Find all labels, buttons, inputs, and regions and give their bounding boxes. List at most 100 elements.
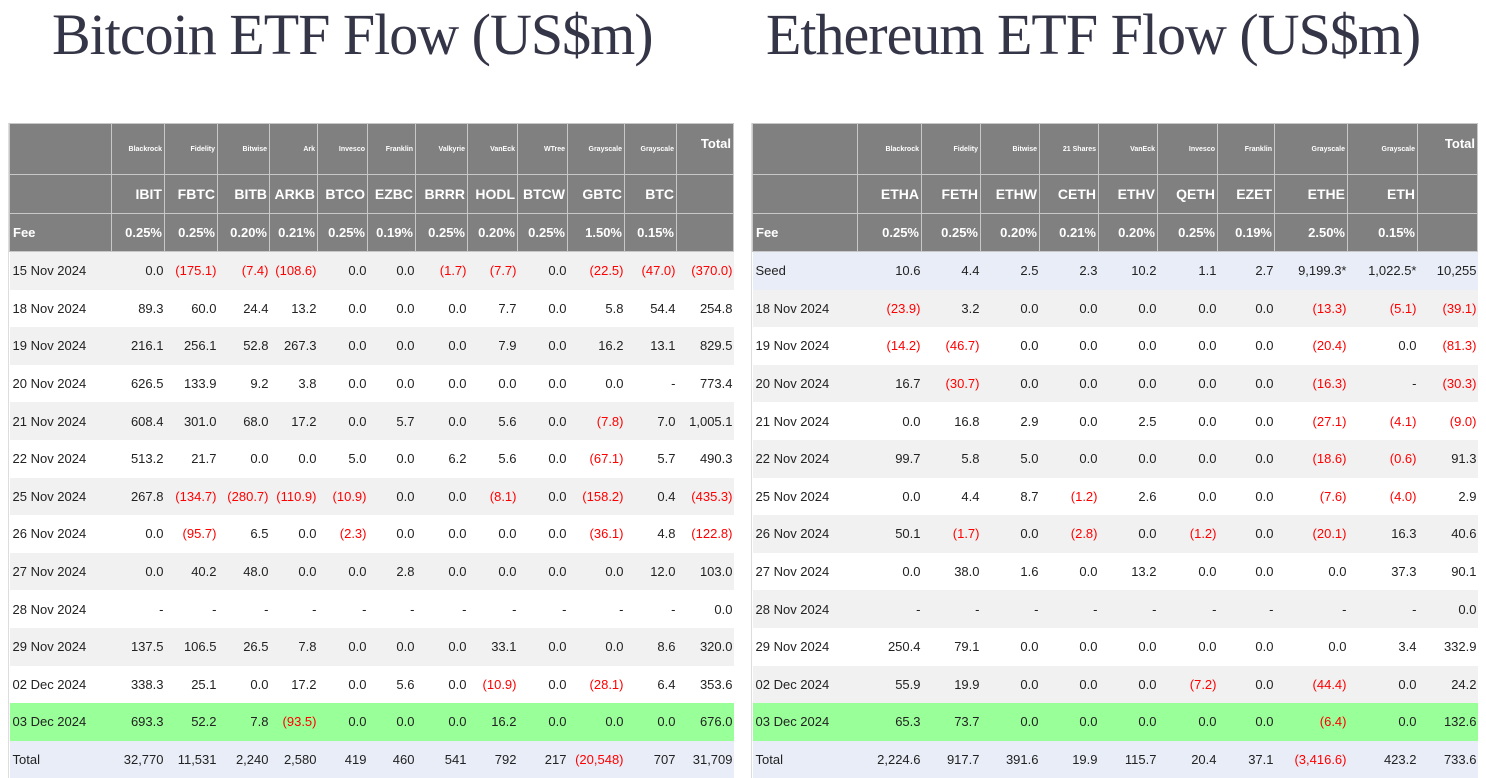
flow-cell: 0.0 [1217, 703, 1275, 741]
issuer-header: VanEck [1098, 123, 1158, 175]
row-date: 26 Nov 2024 [752, 515, 858, 553]
flow-cell: 0.0 [467, 552, 518, 591]
flow-cell: 6.5 [217, 515, 270, 553]
flow-cell: (7.7) [467, 251, 518, 290]
flow-cell: 0.0 [1274, 627, 1348, 666]
flow-cell: 5.6 [467, 402, 518, 440]
row-total-cell: 1,005.1 [676, 402, 734, 440]
table-row: 29 Nov 2024 137.5 106.5 26.5 7.8 0.0 0.0 0.0 33.… [9, 627, 734, 666]
empty-header [676, 174, 734, 214]
flow-cell: 0.0 [1217, 627, 1275, 666]
table-row: 28 Nov 2024- - - - - - - - -0.0 [752, 590, 1478, 628]
flow-cell: - [111, 590, 165, 628]
fee-value: 0.20% [1098, 213, 1158, 252]
flow-cell: 0.0 [1039, 327, 1099, 365]
flow-cell: 16.7 [857, 364, 922, 403]
ticker-row: ETHA FETH ETHW CETH ETHV QETH EZET ETHE ETH [752, 174, 1478, 214]
flow-cell: 301.0 [164, 402, 218, 440]
flow-cell: 0.0 [1217, 552, 1275, 591]
flow-cell: 16.2 [567, 327, 625, 365]
row-total-cell: 24.2 [1417, 665, 1478, 704]
flow-cell: 0.0 [111, 515, 165, 553]
flow-cell: (280.7) [217, 477, 270, 516]
flow-cell: 0.0 [1217, 665, 1275, 704]
flow-cell: (13.3) [1274, 289, 1348, 328]
flow-cell: 0.0 [1098, 289, 1158, 328]
table-row: 02 Dec 2024 338.3 25.1 0.0 17.2 0.0 5.6 0.0 (10.… [9, 665, 734, 704]
flow-cell: 256.1 [164, 327, 218, 365]
flow-cell: 115.7 [1098, 740, 1158, 778]
flow-cell: 0.0 [415, 703, 468, 741]
flow-cell: 24.4 [217, 289, 270, 328]
flow-cell: 0.0 [980, 515, 1040, 553]
flow-cell: 16.8 [921, 402, 981, 440]
flow-cell: 3.4 [1347, 627, 1418, 666]
flow-cell: 20.4 [1157, 740, 1218, 778]
fee-value: 0.20% [467, 213, 518, 252]
flow-cell: (134.7) [164, 477, 218, 516]
flow-cell: 7.8 [217, 703, 270, 741]
flow-cell: (1.2) [1039, 477, 1099, 516]
ticker-header: FBTC [164, 174, 218, 214]
flow-cell: 419 [317, 740, 368, 778]
flow-cell: 0.0 [1217, 477, 1275, 516]
flow-cell: 0.0 [415, 627, 468, 666]
flow-cell: 0.0 [317, 665, 368, 704]
flow-cell: 1.1 [1157, 251, 1218, 290]
total-header: Total [676, 123, 734, 175]
row-total-cell: 2.9 [1417, 477, 1478, 516]
flow-cell: 0.0 [567, 552, 625, 591]
flow-cell: 0.0 [1098, 627, 1158, 666]
flow-cell: 0.0 [1274, 552, 1348, 591]
empty-header [9, 174, 112, 214]
issuer-header: WTree [517, 123, 568, 175]
row-total-cell: 40.6 [1417, 515, 1478, 553]
ethereum-etf-flow-table: Blackrock Fidelity Bitwise 21 Shares VanEck I… [751, 123, 1478, 778]
flow-cell: - [415, 590, 468, 628]
flow-cell: 0.0 [317, 251, 368, 290]
flow-cell: (18.6) [1274, 439, 1348, 478]
fee-value: 1.50% [567, 213, 625, 252]
flow-cell: 5.7 [624, 439, 677, 478]
flow-cell: 8.7 [980, 477, 1040, 516]
flow-cell: 0.0 [1347, 327, 1418, 365]
flow-cell: 0.0 [1347, 703, 1418, 741]
issuer-header: Valkyrie [415, 123, 468, 175]
ethereum-title: Ethereum ETF Flow (US$m) [766, 2, 1421, 67]
ticker-header: BRRR [415, 174, 468, 214]
flow-cell: 2.3 [1039, 251, 1099, 290]
row-total-cell: 0.0 [676, 590, 734, 628]
row-date: 21 Nov 2024 [752, 402, 858, 440]
issuer-row: Blackrock Fidelity Bitwise Ark Invesco Frankl… [9, 123, 734, 175]
row-total-cell: 332.9 [1417, 627, 1478, 666]
flow-cell: 0.0 [415, 364, 468, 403]
flow-cell: (6.4) [1274, 703, 1348, 741]
flow-cell: 0.0 [367, 251, 416, 290]
row-total-cell: (30.3) [1417, 364, 1478, 403]
flow-cell: 0.0 [367, 515, 416, 553]
flow-cell: 0.0 [415, 515, 468, 553]
flow-cell: 133.9 [164, 364, 218, 403]
flow-cell: 4.4 [921, 477, 981, 516]
issuer-header: Fidelity [164, 123, 218, 175]
ticker-header: ETH [1347, 174, 1418, 214]
flow-cell: 3.2 [921, 289, 981, 328]
flow-cell: 513.2 [111, 439, 165, 478]
flow-cell: (95.7) [164, 515, 218, 553]
flow-cell: - [567, 590, 625, 628]
flow-cell: 0.0 [1157, 703, 1218, 741]
flow-cell: 13.2 [269, 289, 318, 328]
flow-cell: 0.0 [517, 251, 568, 290]
flow-cell: (20.4) [1274, 327, 1348, 365]
table-row: 26 Nov 2024 0.0 (95.7) 6.5 0.0 (2.3) 0.0 0.0 0.0… [9, 515, 734, 553]
flow-cell: 0.0 [980, 627, 1040, 666]
row-date: 29 Nov 2024 [752, 627, 858, 666]
flow-cell: (67.1) [567, 439, 625, 478]
flow-cell: 50.1 [857, 515, 922, 553]
table-row: 18 Nov 2024 89.3 60.0 24.4 13.2 0.0 0.0 0.0 7.7 0… [9, 289, 734, 328]
flow-cell: 707 [624, 740, 677, 778]
flow-cell: 0.0 [980, 289, 1040, 328]
flow-cell: 65.3 [857, 703, 922, 741]
fee-value: 0.25% [517, 213, 568, 252]
flow-cell: 4.4 [921, 251, 981, 290]
